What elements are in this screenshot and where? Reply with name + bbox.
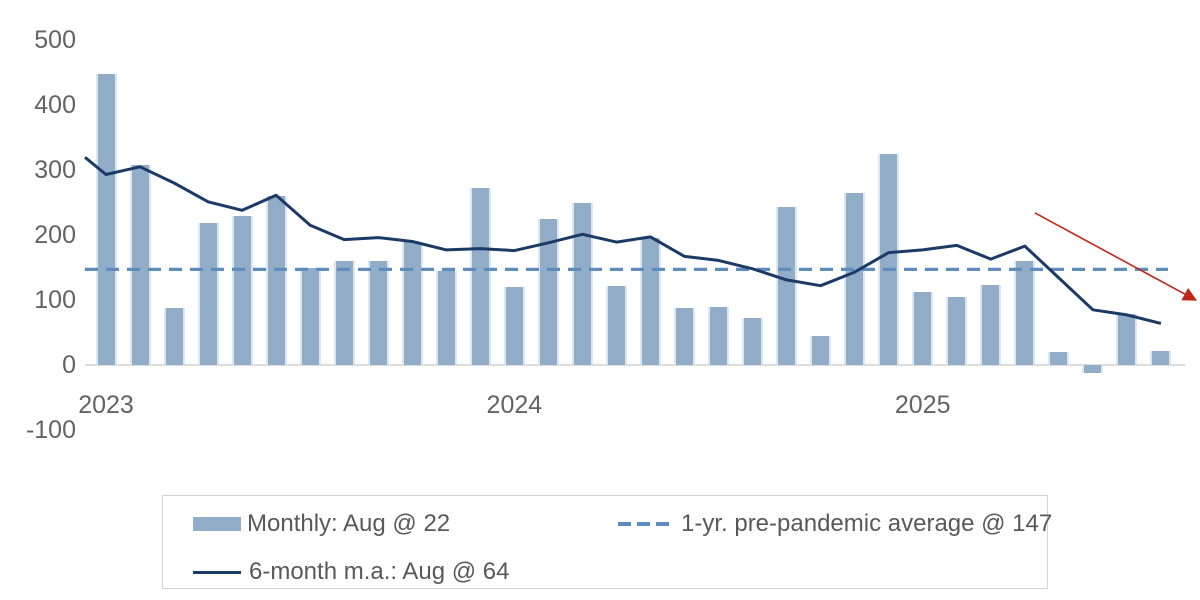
bar-2024-11 xyxy=(844,193,866,365)
trend-arrow-head xyxy=(1181,288,1198,301)
bar-2024-01 xyxy=(503,287,525,365)
bar-2025-03 xyxy=(980,285,1002,365)
bar-2024-06 xyxy=(674,307,695,365)
legend-box: Monthly: Aug @ 22 1-yr. pre-pandemic ave… xyxy=(162,495,1052,589)
legend-item-monthly: Monthly: Aug @ 22 xyxy=(193,508,450,540)
bar-2025-01 xyxy=(912,291,934,365)
bar-2023-02 xyxy=(129,164,151,365)
bar-2024-09 xyxy=(776,207,798,365)
bar-2025-04 xyxy=(1014,261,1036,365)
bar-2025-02 xyxy=(946,297,968,365)
legend-average-label: 1-yr. pre-pandemic average @ 147 xyxy=(681,510,1053,537)
bar-2023-07 xyxy=(299,267,321,365)
legend-item-prepandemic-average: 1-yr. pre-pandemic average @ 147 xyxy=(618,508,1052,540)
bar-2025-08 xyxy=(1150,350,1172,365)
bar-2025-06 xyxy=(1082,365,1104,374)
bar-2024-04 xyxy=(605,286,627,365)
bar-2024-05 xyxy=(639,237,661,365)
bar-2024-12 xyxy=(878,153,900,365)
bar-2023-04 xyxy=(197,222,219,365)
legend-monthly-label: Monthly: Aug @ 22 xyxy=(247,510,451,537)
ma-line-swatch xyxy=(193,570,241,574)
bar-2024-03 xyxy=(571,203,593,365)
dashed-line-swatch xyxy=(618,522,675,526)
bar-2023-06 xyxy=(265,196,287,365)
bar-2023-01 xyxy=(95,74,117,365)
x-tick-label-2024: 2024 xyxy=(486,391,543,419)
bar-2023-11 xyxy=(435,271,457,365)
x-tick-label-2025: 2025 xyxy=(894,391,951,419)
bar-2025-05 xyxy=(1048,352,1070,365)
monthly-bar-swatch xyxy=(193,517,241,531)
bar-2023-09 xyxy=(367,261,389,365)
bar-2024-07 xyxy=(708,307,730,365)
bar-2024-10 xyxy=(810,335,832,365)
bar-2024-02 xyxy=(537,218,559,365)
y-tick-label-0: 0 xyxy=(62,351,76,379)
zero-axis-line xyxy=(85,364,1185,366)
bar-2023-03 xyxy=(163,308,185,365)
y-tick-label-400: 400 xyxy=(34,91,76,119)
x-tick-label-2023: 2023 xyxy=(78,391,134,419)
trend-arrow-shaft xyxy=(1034,212,1186,295)
legend-ma-label: 6-month m.a.: Aug @ 64 xyxy=(249,558,510,585)
legend-item-moving-average: 6-month m.a.: Aug @ 64 xyxy=(193,556,510,588)
bar-2024-08 xyxy=(742,318,764,365)
bar-2023-12 xyxy=(469,188,491,365)
bar-2025-07 xyxy=(1116,313,1138,365)
y-tick-label-300: 300 xyxy=(34,156,76,184)
bar-2023-05 xyxy=(231,215,253,365)
y-tick-label-100: 100 xyxy=(34,286,76,314)
y-tick-label-200: 200 xyxy=(34,221,76,249)
y-tick-label-500: 500 xyxy=(34,26,76,54)
bar-2023-10 xyxy=(401,241,423,365)
bar-2023-08 xyxy=(333,261,355,365)
y-tick-label--100: -100 xyxy=(25,416,76,444)
